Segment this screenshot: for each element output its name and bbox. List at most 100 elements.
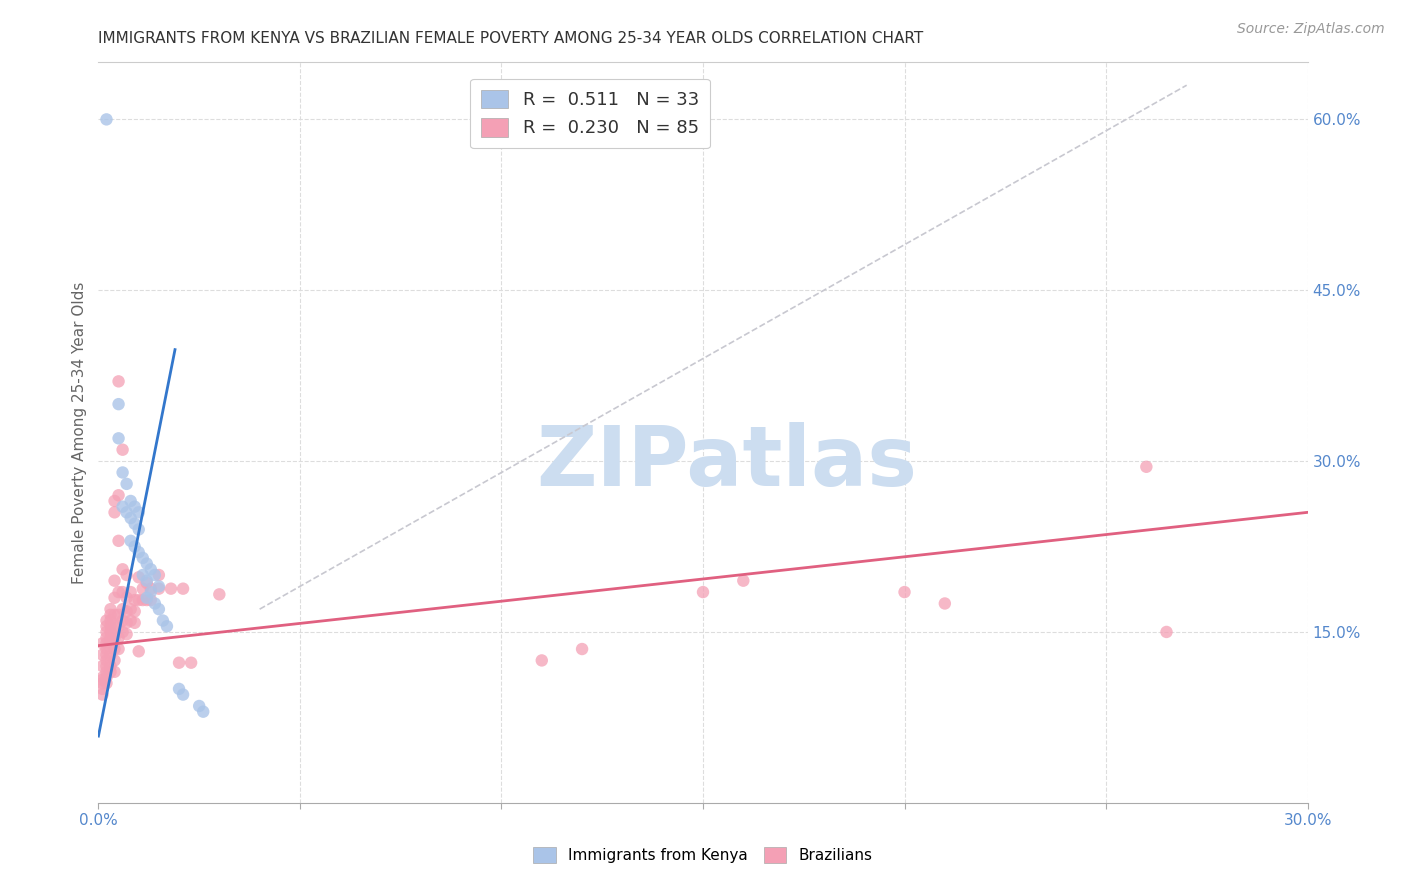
Point [103, 653, 125, 667]
Point [111, 442, 134, 457]
Point [107, 488, 129, 502]
Point [156, 619, 179, 633]
Point [124, 593, 146, 607]
Point [139, 562, 162, 576]
Point [91, 676, 114, 690]
Point [111, 466, 134, 480]
Point [107, 533, 129, 548]
Point [96, 653, 118, 667]
Point [103, 631, 125, 645]
Point [530, 653, 553, 667]
Point [1135, 459, 1157, 474]
Point [103, 619, 125, 633]
Point [100, 619, 122, 633]
Point [96, 671, 118, 685]
Point [124, 615, 146, 630]
Point [91, 681, 114, 696]
Point [100, 636, 122, 650]
Text: IMMIGRANTS FROM KENYA VS BRAZILIAN FEMALE POVERTY AMONG 25-34 YEAR OLDS CORRELAT: IMMIGRANTS FROM KENYA VS BRAZILIAN FEMAL… [98, 31, 924, 46]
Point [100, 624, 122, 639]
Point [107, 585, 129, 599]
Point [180, 656, 202, 670]
Point [135, 576, 157, 591]
Point [100, 631, 122, 645]
Point [934, 597, 956, 611]
Point [128, 644, 150, 658]
Point [103, 505, 125, 519]
Point [96, 619, 118, 633]
Point [135, 591, 157, 605]
Point [100, 614, 122, 628]
Point [115, 627, 138, 641]
Y-axis label: Female Poverty Among 25-34 Year Olds: Female Poverty Among 25-34 Year Olds [72, 282, 87, 583]
Point [96, 676, 118, 690]
Point [143, 597, 166, 611]
Point [103, 591, 125, 605]
Point [96, 636, 118, 650]
Point [135, 574, 157, 588]
Point [120, 533, 142, 548]
Point [100, 665, 122, 679]
Point [103, 574, 125, 588]
Point [91, 688, 114, 702]
Point [96, 112, 118, 127]
Point [128, 570, 150, 584]
Point [107, 607, 129, 622]
Point [91, 671, 114, 685]
Point [208, 587, 231, 601]
Point [128, 505, 150, 519]
Point [103, 494, 125, 508]
Point [100, 659, 122, 673]
Point [100, 602, 122, 616]
Text: ZIPatlas: ZIPatlas [537, 422, 918, 503]
Point [124, 540, 146, 554]
Point [115, 505, 138, 519]
Point [172, 582, 194, 596]
Point [96, 614, 118, 628]
Point [128, 545, 150, 559]
Point [160, 582, 183, 596]
Point [132, 550, 155, 565]
Point [96, 642, 118, 657]
Point [148, 568, 170, 582]
Point [152, 614, 174, 628]
Point [148, 582, 170, 596]
Point [107, 631, 129, 645]
Point [107, 619, 129, 633]
Point [124, 516, 146, 531]
Point [139, 585, 162, 599]
Point [188, 698, 211, 713]
Point [91, 648, 114, 662]
Point [107, 642, 129, 657]
Point [96, 631, 118, 645]
Point [115, 591, 138, 605]
Point [167, 656, 190, 670]
Point [115, 568, 138, 582]
Point [1156, 624, 1178, 639]
Point [132, 568, 155, 582]
Point [124, 500, 146, 514]
Point [96, 665, 118, 679]
Point [103, 607, 125, 622]
Legend: Immigrants from Kenya, Brazilians: Immigrants from Kenya, Brazilians [527, 841, 879, 869]
Point [893, 585, 915, 599]
Point [571, 642, 593, 657]
Text: Source: ZipAtlas.com: Source: ZipAtlas.com [1237, 22, 1385, 37]
Point [120, 494, 142, 508]
Point [148, 602, 170, 616]
Point [111, 624, 134, 639]
Point [91, 673, 114, 687]
Point [115, 615, 138, 630]
Point [120, 585, 142, 599]
Point [111, 602, 134, 616]
Point [124, 604, 146, 618]
Point [733, 574, 755, 588]
Point [692, 585, 714, 599]
Point [96, 624, 118, 639]
Point [91, 636, 114, 650]
Point [111, 614, 134, 628]
Point [132, 582, 155, 596]
Point [135, 593, 157, 607]
Point [135, 557, 157, 571]
Point [120, 602, 142, 616]
